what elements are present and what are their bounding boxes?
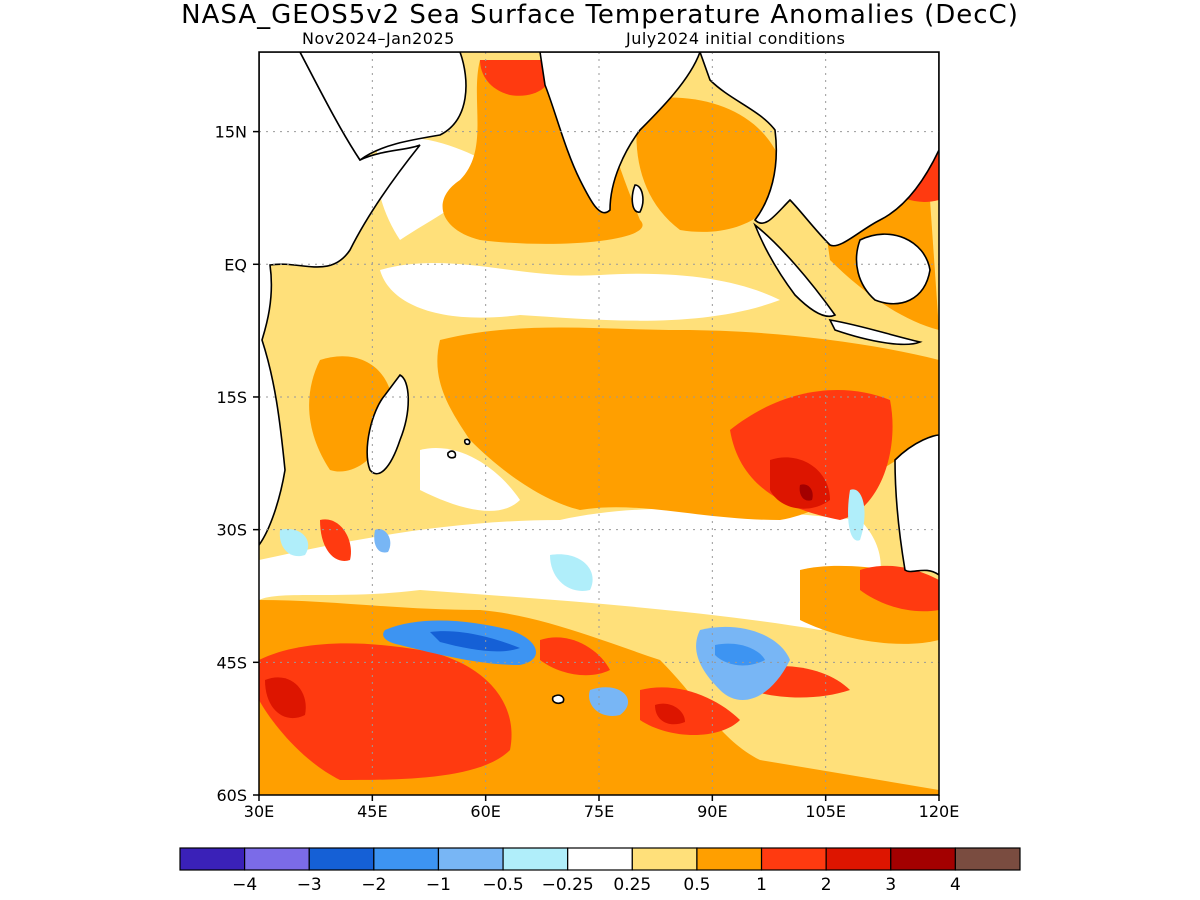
lon-tick-label: 60E [470, 802, 500, 821]
colorbar-label: 0.25 [613, 875, 651, 895]
colorbar-label: 4 [950, 875, 961, 895]
map-title: NASA_GEOS5v2 Sea Surface Temperature Ano… [181, 0, 1019, 30]
longitude-axis: 30E 45E 60E 75E 90E 105E 120E [244, 795, 960, 821]
colorbar-label: −4 [232, 875, 257, 895]
colorbar-label: 2 [821, 875, 832, 895]
lat-tick-label: EQ [224, 255, 247, 274]
colorbar-swatch [696, 847, 763, 871]
colorbar-swatch [567, 847, 633, 871]
colorbar-swatch [502, 847, 569, 871]
lat-tick-label: 15S [216, 388, 247, 407]
colorbar-swatch [244, 847, 310, 871]
land-mask [259, 52, 939, 704]
lon-tick-label: 30E [244, 802, 274, 821]
latitude-axis: 15N EQ 15S 30S 45S 60S [215, 123, 259, 805]
colorbar-swatch [890, 847, 956, 871]
colorbar-swatch [437, 847, 504, 871]
colorbar-label: −0.5 [482, 875, 523, 895]
lat-tick-label: 45S [216, 653, 247, 672]
lon-tick-label: 75E [584, 802, 614, 821]
lat-tick-label: 15N [215, 123, 247, 142]
colorbar-label: 1 [756, 875, 767, 895]
lon-tick-label: 90E [697, 802, 727, 821]
colorbar-label: 0.5 [683, 875, 710, 895]
colorbar-swatch [825, 847, 892, 871]
colorbar [179, 847, 1021, 871]
colorbar-label: −2 [361, 875, 386, 895]
forecast-period: Nov2024–Jan2025 [302, 29, 455, 48]
colorbar-swatch [179, 847, 246, 871]
lat-tick-label: 60S [216, 786, 247, 805]
initial-conditions: July2024 initial conditions [626, 29, 846, 48]
colorbar-label: 3 [885, 875, 896, 895]
lon-tick-label: 105E [805, 802, 846, 821]
colorbar-swatch [760, 847, 827, 871]
colorbar-swatch [373, 847, 440, 871]
colorbar-label: −0.25 [542, 875, 594, 895]
colorbar-swatch [631, 847, 698, 871]
colorbar-label: −3 [297, 875, 322, 895]
graticule [259, 52, 939, 795]
colorbar-swatch [954, 847, 1021, 871]
colorbar-swatch [308, 847, 375, 871]
lon-tick-label: 120E [919, 802, 960, 821]
lon-tick-label: 45E [357, 802, 387, 821]
lat-tick-label: 30S [216, 521, 247, 540]
colorbar-label: −1 [426, 875, 451, 895]
colorbar-labels: −4 −3 −2 −1 −0.5 −0.25 0.25 0.5 1 2 3 4 [232, 875, 961, 895]
